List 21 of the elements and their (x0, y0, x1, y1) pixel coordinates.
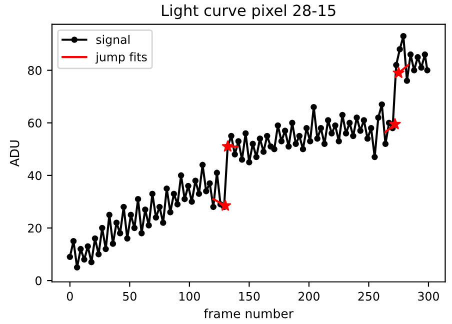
y-tick-label: 60 (28, 118, 42, 128)
legend-label: signal (96, 34, 130, 46)
x-tick-label: 0 (66, 292, 73, 301)
legend-label: jump fits (95, 52, 147, 64)
x-axis-title: frame number (204, 308, 294, 318)
chart-title: Light curve pixel 28-15 (162, 4, 336, 20)
y-tick-label: 80 (28, 66, 42, 75)
y-tick-label: 0 (36, 276, 42, 286)
point (219, 200, 232, 211)
y-axis-title: ADU (10, 140, 20, 167)
y-tick-label: 40 (28, 171, 42, 180)
x-tick-label: 250 (358, 292, 380, 301)
point (389, 118, 401, 130)
y-tick-label: 20 (28, 224, 42, 233)
x-tick-label: 150 (239, 292, 260, 301)
point (392, 66, 404, 78)
x-tick-label: 300 (418, 292, 439, 301)
point (222, 140, 234, 152)
x-tick-label: 100 (179, 292, 200, 301)
x-tick-label: 50 (123, 292, 136, 301)
x-tick-label: 200 (298, 292, 320, 301)
